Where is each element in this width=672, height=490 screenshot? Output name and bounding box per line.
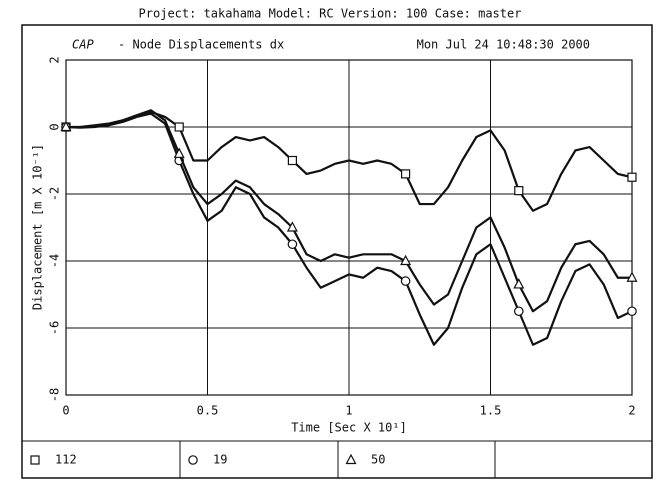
y-tick-label: -6: [48, 321, 62, 335]
x-tick-label: 2: [628, 404, 635, 418]
x-tick-label: 0.5: [197, 404, 219, 418]
y-tick-label: 0: [48, 123, 62, 130]
x-tick-label: 0: [62, 404, 69, 418]
y-axis-label: Displacement [m X 10⁻¹]: [31, 144, 45, 310]
data-point: [60, 120, 72, 132]
data-point: [513, 278, 525, 289]
data-point: [173, 147, 185, 158]
legend-label: 50: [371, 453, 385, 467]
legend-label: 19: [213, 453, 227, 467]
y-tick-label: -4: [48, 254, 62, 268]
suptitle: Project: takahama Model: RC Version: 100…: [139, 7, 522, 21]
y-tick-label: -2: [48, 187, 62, 201]
data-point: [400, 276, 411, 286]
series-line: [66, 110, 633, 212]
y-tick-label: 2: [48, 56, 62, 63]
data-point: [286, 221, 298, 232]
data-point: [513, 306, 524, 317]
legend-symbol: [30, 455, 40, 465]
legend-label: 112: [55, 453, 77, 467]
frame: [21, 24, 653, 479]
legend-symbol: [188, 455, 198, 465]
data-point: [400, 254, 412, 266]
series-line: [65, 109, 632, 313]
data-point: [174, 122, 184, 132]
y-tick-label: -8: [48, 388, 62, 402]
x-tick-label: 1.5: [480, 404, 502, 418]
x-axis-label: Time [Sec X 10¹]: [291, 421, 407, 435]
chart-title: - Node Displacements dx: [118, 38, 284, 52]
logo: CAP: [72, 38, 94, 52]
legend-symbol: [345, 453, 357, 465]
x-tick-label: 1: [345, 404, 352, 418]
series-line: [65, 112, 633, 346]
data-point: [627, 306, 637, 317]
data-point: [626, 271, 638, 282]
data-point: [514, 186, 524, 196]
data-point: [287, 239, 298, 250]
data-point: [287, 155, 297, 166]
timestamp: Mon Jul 24 10:48:30 2000: [417, 38, 590, 52]
data-point: [627, 172, 637, 182]
data-point: [401, 169, 411, 179]
